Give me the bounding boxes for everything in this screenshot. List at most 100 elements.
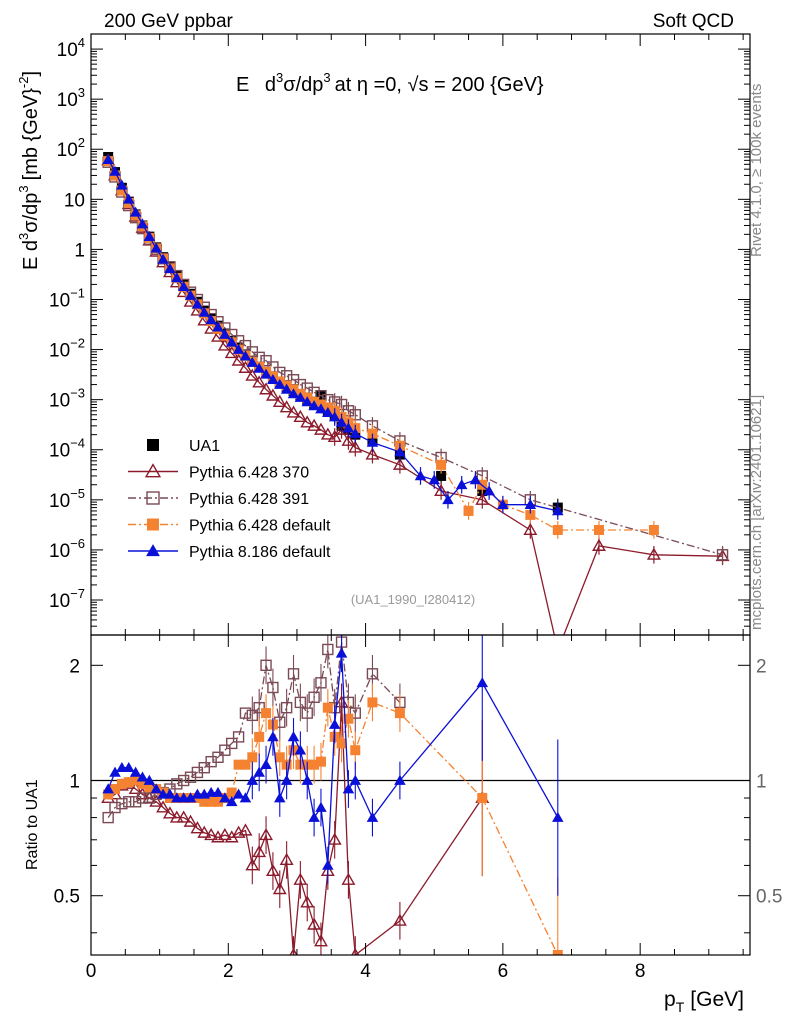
main-point-p8 — [414, 470, 427, 481]
ratio-point-pdef — [477, 793, 488, 804]
ratio-point-p370 — [289, 947, 298, 955]
main-y-tick-label: 10−7 — [49, 586, 85, 612]
ratio-point-p391 — [198, 762, 210, 774]
main-point-p8 — [150, 242, 162, 253]
ratio-point-p8 — [322, 859, 334, 870]
main-point-p370 — [307, 418, 322, 431]
main-y-tick-label: 10−3 — [49, 386, 85, 412]
tick-exponent: −4 — [70, 436, 85, 451]
ratio-point-p8 — [184, 792, 197, 803]
main-point-p8 — [164, 263, 176, 274]
main-point-p370 — [300, 415, 315, 428]
main-point-p391 — [260, 354, 272, 367]
tick-exponent: −3 — [70, 386, 85, 401]
main-y-tick-label: 1 — [74, 240, 85, 261]
ratio-point-pdef — [367, 697, 378, 708]
ratio-point-p8 — [219, 792, 231, 803]
main-point-p8 — [301, 396, 313, 407]
main-point-p8 — [219, 328, 231, 339]
tick-base: 10 — [49, 491, 70, 512]
main-y-tick-label: 10−4 — [49, 436, 85, 462]
xlabel-sub: T — [676, 999, 685, 1015]
x-tick-label: 6 — [498, 961, 509, 982]
tick-base: 10 — [57, 140, 78, 161]
main-point-p370 — [259, 382, 274, 395]
ratio-point-pdef — [261, 708, 272, 719]
main-series-layer — [101, 152, 730, 635]
ratio-point-p8 — [274, 792, 286, 803]
main-point-pdef — [116, 185, 127, 196]
main-point-pdef — [648, 524, 659, 535]
main-point-p370 — [523, 522, 538, 535]
main-point-p8 — [294, 391, 307, 402]
ratio-point-pdef — [552, 950, 563, 955]
ratio-point-p391 — [129, 796, 142, 808]
xlabel-unit: [GeV] — [690, 988, 744, 1011]
ratio-y-tick-label-left: 2 — [69, 656, 80, 677]
tick-base: 10 — [49, 391, 70, 412]
main-point-p8 — [497, 498, 509, 509]
ylabel-e: [mb {GeV} — [20, 88, 42, 181]
main-point-p8 — [455, 479, 468, 490]
main-point-pdef — [552, 524, 563, 535]
frames-layer: 0 2 4 6 810410310210110−110−210−310−410−510−… — [49, 33, 782, 982]
main-y-tick-label: 10−1 — [49, 285, 85, 311]
ratio-point-p8 — [143, 774, 156, 785]
main-point-p370 — [272, 394, 287, 407]
tick-exponent: 4 — [78, 35, 85, 50]
ratio-point-p391 — [246, 709, 259, 722]
ratio-point-p391 — [136, 792, 149, 804]
ratio-point-pdef — [315, 756, 326, 767]
ratio-point-p8 — [335, 647, 348, 658]
ratio-point-p8 — [232, 788, 245, 799]
ratio-point-p391 — [171, 778, 183, 790]
ratio-point-pdef — [240, 759, 251, 770]
ratio-point-p370 — [176, 810, 191, 823]
ratio-point-p370 — [279, 852, 294, 865]
plot-title: E d3σ/dp3 at η =0, √s = 200 {GeV} — [236, 70, 544, 96]
ratio-point-pdef — [226, 787, 237, 798]
ratio-point-p391 — [102, 811, 114, 824]
ratio-y-tick-label-left: 1 — [69, 772, 80, 793]
ratio-point-p391 — [226, 737, 238, 750]
ratio-point-p8 — [342, 783, 355, 794]
tick-exponent: −5 — [70, 486, 85, 501]
main-point-pdef — [525, 509, 536, 520]
main-point-pdef — [436, 459, 447, 470]
main-point-p370 — [334, 422, 349, 435]
ratio-point-pdef — [212, 796, 223, 807]
ylabel-c: σ/dp — [20, 193, 42, 233]
main-point-p8 — [136, 218, 149, 229]
ratio-point-pdef — [103, 789, 114, 800]
ratio-point-p8 — [267, 731, 279, 742]
tick-base: 10 — [49, 591, 70, 612]
main-point-p8 — [191, 298, 204, 309]
ratio-point-p370 — [252, 844, 267, 858]
main-point-p8 — [143, 230, 156, 241]
main-point-p8 — [123, 193, 135, 204]
legend-marker-data — [147, 439, 159, 451]
ratio-y-tick-label-right: 1 — [756, 772, 767, 793]
legend-label-p8: Pythia 8.186 default — [189, 544, 331, 561]
ratio-point-p8 — [212, 786, 224, 797]
main-point-data — [436, 470, 447, 481]
ratio-point-p391 — [260, 659, 272, 672]
ratio-point-p370 — [197, 825, 212, 838]
ylabel-g: ] — [20, 71, 42, 77]
tick-exponent: −7 — [70, 586, 85, 601]
main-y-tick-label: 104 — [57, 35, 85, 61]
ratio-point-p8 — [239, 792, 252, 803]
legend-label-data: UA1 — [189, 438, 220, 455]
ratio-point-p370 — [272, 882, 287, 895]
main-point-p8 — [335, 416, 348, 427]
main-point-p8 — [205, 314, 217, 325]
main-point-p8 — [366, 436, 379, 447]
ratio-point-p8 — [123, 761, 135, 773]
ratio-point-pdef — [322, 702, 333, 713]
ratio-point-p391 — [232, 731, 245, 743]
ratio-point-pdef — [309, 759, 320, 770]
ratio-point-pdef — [274, 752, 285, 763]
main-point-p8 — [280, 383, 293, 394]
ratio-point-pdef — [123, 777, 134, 788]
